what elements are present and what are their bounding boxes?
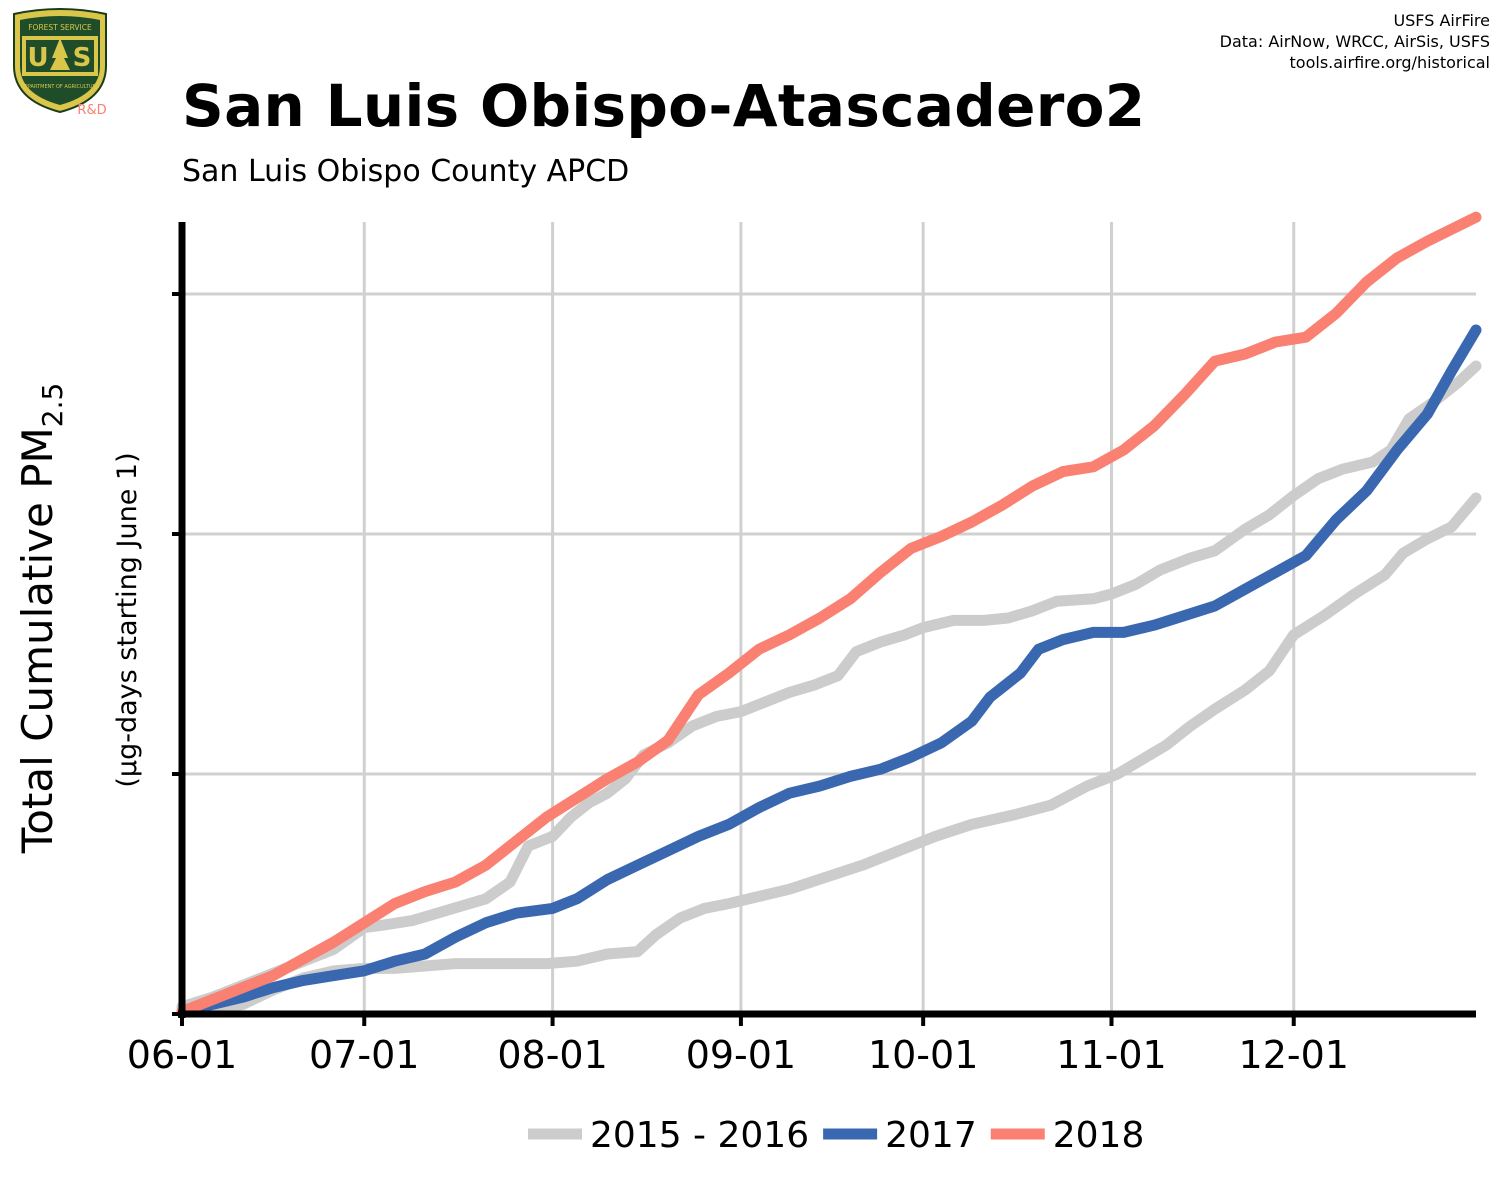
- logo-letter-s: S: [73, 43, 92, 73]
- x-tick-label: 08-01: [497, 1033, 607, 1077]
- axes: [172, 222, 1476, 1018]
- x-tick-label: 06-01: [127, 1033, 237, 1077]
- x-tick-label: 11-01: [1056, 1033, 1166, 1077]
- credits: USFS AirFire Data: AirNow, WRCC, AirSis,…: [1220, 10, 1490, 73]
- x-tick-label: 12-01: [1239, 1033, 1349, 1077]
- tree-icon: [50, 38, 70, 70]
- y-axis-label-subscript: 2.5: [36, 383, 69, 428]
- series-line: [176, 492, 1482, 1018]
- chart-title: San Luis Obispo-Atascadero2: [182, 72, 1146, 140]
- usfs-shield-logo: U S FOREST SERVICE DEPARTMENT OF AGRICUL…: [13, 8, 107, 118]
- y-axis-label: Total Cumulative PM2.5: [13, 383, 69, 855]
- logo-bottom-text: DEPARTMENT OF AGRICULTURE: [21, 84, 99, 90]
- legend-label: 2018: [1053, 1115, 1145, 1156]
- chart-subtitle: San Luis Obispo County APCD: [182, 154, 630, 189]
- x-tick-label: 09-01: [686, 1033, 796, 1077]
- x-axis-ticks: 06-01 07-01 08-01 09-01 10-01 11-01 12-01: [127, 1014, 1349, 1077]
- x-tick-label: 07-01: [309, 1033, 419, 1077]
- legend: 2015 - 2016 2017 2018: [528, 1115, 1144, 1156]
- legend-label: 2017: [885, 1115, 977, 1156]
- credit-line: Data: AirNow, WRCC, AirSis, USFS: [1219, 32, 1490, 51]
- credit-line: USFS AirFire: [1393, 11, 1490, 30]
- grid-lines: [182, 222, 1476, 1014]
- series-line: [176, 324, 1482, 1018]
- credit-line: tools.airfire.org/historical: [1289, 53, 1490, 72]
- series-lines: [176, 211, 1482, 1018]
- series-line: [176, 211, 1482, 1018]
- series-line: [176, 360, 1482, 1013]
- logo-rd-text: R&D: [77, 103, 106, 118]
- legend-label: 2015 - 2016: [590, 1115, 809, 1156]
- logo-letter-u: U: [27, 43, 48, 73]
- x-tick-label: 10-01: [868, 1033, 978, 1077]
- logo-top-text: FOREST SERVICE: [28, 23, 92, 32]
- y-axis-label-text: Total Cumulative PM: [13, 427, 62, 854]
- y-axis-label-group: Total Cumulative PM2.5 (µg-days starting…: [13, 383, 143, 855]
- y-axis-units-label: (µg-days starting June 1): [112, 452, 143, 787]
